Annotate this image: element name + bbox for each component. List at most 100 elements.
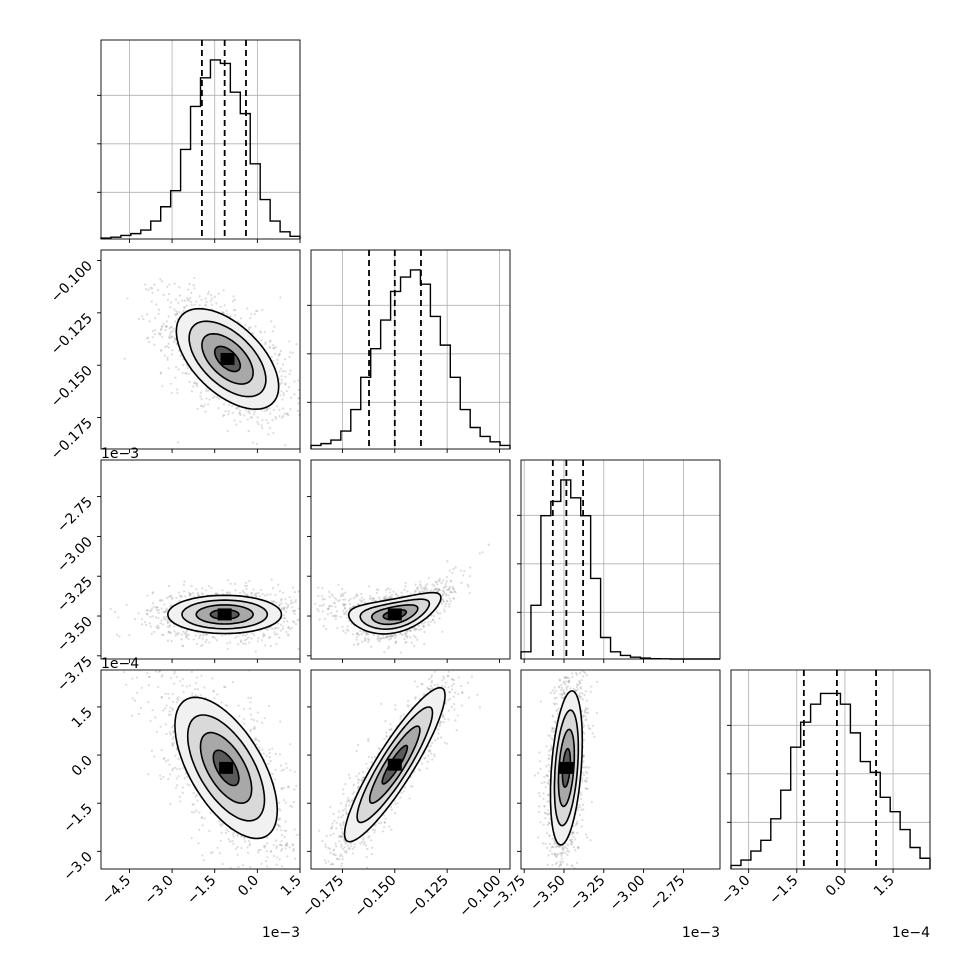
sample-point — [232, 842, 235, 845]
sample-point — [144, 287, 148, 291]
sample-point — [244, 634, 247, 637]
sample-point — [173, 625, 176, 628]
sample-point — [190, 810, 194, 814]
sample-point — [169, 332, 172, 335]
sample-point — [97, 276, 99, 278]
sample-point — [201, 587, 204, 590]
sample-point — [222, 311, 225, 314]
sample-point — [370, 645, 373, 648]
sample-point — [278, 352, 281, 356]
sample-point — [226, 642, 229, 645]
sample-point — [355, 635, 359, 639]
sample-point — [276, 362, 279, 365]
sample-point — [279, 764, 283, 767]
sample-point — [160, 696, 163, 699]
sample-point — [194, 682, 197, 685]
sample-point — [161, 673, 164, 677]
sample-point — [234, 314, 237, 317]
sample-point — [169, 733, 172, 736]
sample-point — [262, 634, 265, 637]
sample-point — [279, 629, 283, 632]
sample-point — [185, 635, 188, 638]
sample-point — [253, 725, 256, 728]
sample-point — [244, 324, 247, 327]
sample-point — [445, 585, 448, 588]
sample-point — [308, 577, 310, 579]
sample-point — [282, 369, 285, 373]
sample-point — [148, 622, 151, 625]
sample-point — [233, 582, 237, 585]
sample-point — [268, 407, 272, 410]
sample-point — [217, 292, 220, 295]
sample-point — [415, 628, 418, 631]
sample-point — [274, 601, 278, 604]
sample-point — [423, 630, 426, 634]
sample-point — [204, 410, 207, 413]
sample-point — [274, 417, 278, 420]
sample-point — [368, 638, 371, 641]
sample-point — [292, 800, 296, 804]
sample-point — [276, 856, 279, 859]
sample-point — [194, 693, 197, 696]
sample-point — [165, 615, 168, 618]
sample-point — [437, 612, 440, 615]
sample-point — [182, 309, 185, 313]
sample-point — [166, 356, 169, 359]
sample-point — [211, 851, 214, 854]
sample-point — [184, 595, 187, 598]
sample-point — [286, 603, 290, 607]
sample-point — [272, 408, 275, 412]
sample-point — [239, 591, 242, 594]
sample-point — [236, 320, 240, 323]
sample-point — [182, 583, 185, 586]
sample-point — [334, 617, 337, 620]
sample-point — [264, 644, 267, 647]
sample-point — [357, 633, 360, 637]
sample-point — [241, 634, 245, 637]
sample-point — [234, 309, 237, 312]
sample-point — [459, 569, 462, 572]
sample-point — [437, 579, 440, 582]
sample-point — [255, 595, 258, 598]
sample-point — [179, 800, 182, 803]
sample-point — [279, 623, 283, 626]
sample-point — [343, 603, 346, 606]
sample-point — [271, 586, 275, 590]
sample-point — [338, 598, 341, 602]
sample-point — [419, 583, 422, 586]
sample-point — [194, 381, 197, 384]
sample-point — [171, 700, 175, 703]
sample-point — [165, 345, 169, 348]
sample-point — [278, 415, 281, 418]
sample-point — [236, 635, 239, 638]
sample-point — [117, 616, 120, 619]
sample-point — [249, 696, 253, 700]
sample-point — [440, 582, 443, 585]
sample-point — [181, 363, 185, 367]
sample-point — [235, 407, 238, 410]
sample-point — [205, 387, 208, 390]
sample-point — [263, 331, 266, 334]
sample-point — [366, 637, 370, 640]
sample-point — [199, 633, 202, 636]
sample-point — [348, 602, 352, 605]
sample-point — [203, 403, 206, 406]
sample-point — [173, 670, 176, 673]
sample-point — [289, 351, 292, 354]
sample-point — [169, 594, 173, 598]
sample-point — [250, 637, 253, 640]
sample-point — [248, 412, 251, 415]
sample-point — [176, 388, 179, 391]
sample-point — [290, 589, 292, 591]
sample-point — [279, 720, 282, 723]
sample-point — [383, 596, 386, 599]
sample-point — [326, 613, 330, 616]
sample-point — [273, 631, 276, 634]
sample-point — [277, 583, 280, 586]
sample-point — [451, 587, 454, 590]
sample-point — [181, 299, 184, 302]
sample-point — [249, 701, 252, 704]
sample-point — [355, 638, 358, 641]
sample-point — [284, 597, 287, 600]
sample-point — [272, 601, 275, 604]
